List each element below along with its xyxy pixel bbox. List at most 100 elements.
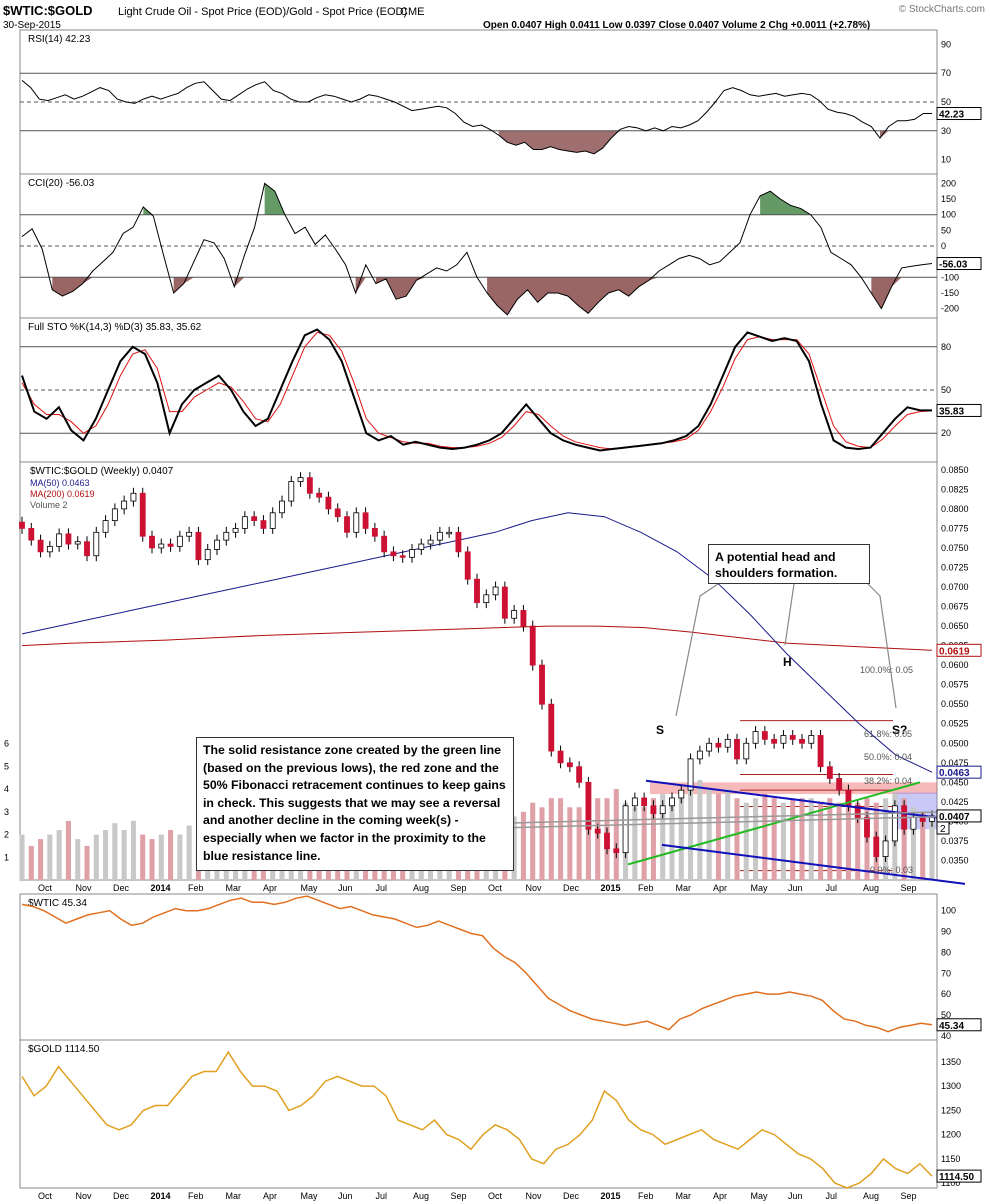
volume-tick-label: 1 — [4, 852, 9, 862]
volume-bar — [715, 793, 721, 880]
price-x-label: Oct — [488, 883, 503, 893]
volume-bar — [75, 839, 81, 880]
candle — [455, 531, 462, 553]
candle — [585, 781, 592, 830]
shoulder-left-label: S — [656, 723, 664, 737]
volume-bar — [177, 834, 183, 880]
candle — [836, 778, 843, 791]
fib-382-label: 38.2%: 0.04 — [864, 776, 912, 786]
candle — [882, 840, 889, 857]
volume-tick-label: 4 — [4, 784, 9, 794]
volume-bar — [56, 830, 62, 880]
cci-title: CCI(20) -56.03 — [28, 178, 95, 189]
candle — [511, 610, 518, 619]
sto-value-badge-box — [936, 403, 982, 417]
price-x-label: Aug — [863, 883, 879, 893]
price-x-label: Jun — [788, 883, 803, 893]
volume-bar — [743, 802, 749, 880]
gold-x-label: Mar — [226, 1191, 242, 1201]
price-x-label: 2015 — [601, 883, 621, 893]
wtic-tick-label: 80 — [941, 947, 951, 957]
volume-bar — [548, 798, 554, 880]
volume-value-box — [936, 821, 950, 835]
candle — [74, 541, 81, 545]
price-title: $WTIC:$GOLD (Weekly) 0.0407 — [30, 466, 174, 477]
candle — [799, 738, 805, 744]
price-tick-label: 0.0750 — [941, 543, 969, 553]
candle — [687, 758, 694, 791]
cci-tick-label: -150 — [941, 288, 959, 298]
volume-bar — [678, 793, 684, 880]
volume-bar — [19, 834, 25, 880]
volume-bar — [613, 789, 619, 880]
volume-bar — [910, 807, 916, 880]
volume-bar — [780, 802, 786, 880]
volume-bar — [585, 802, 591, 880]
ma200-line — [21, 625, 933, 651]
gold-tick-label: 1250 — [941, 1105, 961, 1115]
wtic-value-badge: 45.34 — [939, 1021, 964, 1032]
rsi-tick-label: 30 — [941, 126, 951, 136]
wtic-tick-label: 70 — [941, 968, 951, 978]
volume-tick-label: 6 — [4, 739, 9, 749]
candle — [891, 805, 898, 842]
volume-bar — [158, 834, 164, 880]
price-x-label: Nov — [526, 883, 543, 893]
cci-line — [21, 182, 933, 316]
price-tick-label: 0.0375 — [941, 836, 969, 846]
price-x-label: Mar — [676, 883, 692, 893]
candle — [669, 797, 675, 807]
volume-bar — [762, 793, 768, 880]
gold-x-label: Jul — [376, 1191, 388, 1201]
price-x-label: Dec — [113, 883, 130, 893]
price-x-label: May — [751, 883, 769, 893]
candle — [251, 516, 258, 521]
volume-bar — [93, 834, 99, 880]
candle — [622, 805, 629, 854]
candle — [604, 832, 610, 850]
gold-tick-label: 1350 — [941, 1057, 961, 1067]
gold-x-label: 2015 — [601, 1191, 621, 1201]
candle — [46, 545, 53, 553]
green-support-line — [627, 781, 921, 866]
price-tick-label: 0.0450 — [941, 777, 969, 787]
price-x-label: Nov — [76, 883, 93, 893]
candle — [139, 492, 146, 537]
price-value-badge-box — [936, 809, 982, 823]
volume-bar — [697, 780, 703, 880]
candle — [121, 500, 128, 510]
head-label: H — [783, 655, 792, 669]
rsi-value-badge: 42.23 — [939, 110, 964, 121]
wtic-tick-label: 100 — [941, 906, 956, 916]
ma50-value-badge: 0.0463 — [939, 768, 970, 779]
volume-bar — [84, 845, 90, 880]
candle — [808, 735, 815, 744]
candle — [613, 848, 620, 854]
price-x-label: Jul — [376, 883, 388, 893]
price-x-label: Feb — [188, 883, 204, 893]
volume-bar — [121, 830, 127, 880]
candle — [167, 543, 174, 547]
candle — [316, 492, 323, 498]
candle — [306, 477, 313, 494]
candle — [594, 828, 601, 834]
candle — [780, 735, 787, 744]
gold-x-label: Apr — [263, 1191, 277, 1201]
pattern-labels: S H S? 100.0%: 0.05 61.8%: 0.05 50.0%: 0… — [656, 655, 913, 875]
shoulder-right-label: S? — [892, 723, 907, 737]
candle — [241, 516, 248, 529]
wtic-tick-label: 40 — [941, 1031, 951, 1041]
price-tick-label: 0.0600 — [941, 660, 969, 670]
rsi-oversold-fill — [498, 130, 889, 154]
volume-bar — [567, 807, 573, 880]
price-tick-label: 0.0800 — [941, 504, 969, 514]
price-tick-label: 0.0475 — [941, 758, 969, 768]
candle — [659, 805, 666, 814]
gold-panel — [19, 1039, 938, 1189]
gold-x-label: Feb — [188, 1191, 204, 1201]
volume-bar — [929, 820, 935, 880]
cci-value-badge: -56.03 — [939, 260, 968, 271]
price-tick-label: 0.0700 — [941, 582, 969, 592]
candle — [232, 528, 239, 533]
candle — [650, 805, 657, 814]
